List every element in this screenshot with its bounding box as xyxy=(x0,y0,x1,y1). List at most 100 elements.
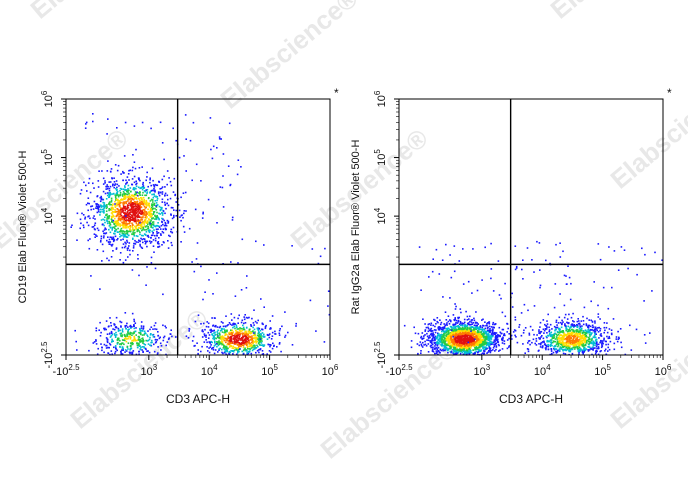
event-dot xyxy=(107,241,110,243)
event-dot xyxy=(430,341,433,343)
event-dot xyxy=(441,341,444,344)
event-dot xyxy=(250,352,253,355)
event-dot xyxy=(438,327,440,329)
event-dot xyxy=(135,183,137,186)
event-dot xyxy=(467,351,469,353)
event-dot xyxy=(117,210,120,213)
event-dot xyxy=(243,342,245,345)
event-dot xyxy=(105,205,108,207)
event-dot xyxy=(164,222,167,225)
event-dot xyxy=(103,343,106,346)
event-dot xyxy=(241,238,244,241)
event-dot xyxy=(126,193,129,196)
event-dot xyxy=(122,233,125,236)
event-dot xyxy=(436,351,438,354)
event-dot xyxy=(498,344,500,347)
event-dot xyxy=(227,324,229,326)
event-dot xyxy=(241,344,244,346)
event-dot xyxy=(435,323,437,325)
event-dot xyxy=(459,308,462,310)
event-dot xyxy=(482,324,484,327)
event-dot xyxy=(225,339,228,342)
event-dot xyxy=(134,193,137,196)
event-dot xyxy=(155,196,157,198)
event-dot xyxy=(149,336,151,339)
event-dot xyxy=(103,219,106,221)
event-dot xyxy=(161,193,164,195)
event-dot xyxy=(217,332,219,335)
event-dot xyxy=(474,330,476,333)
event-dot xyxy=(136,206,139,209)
event-dot xyxy=(480,334,483,336)
event-dot xyxy=(231,342,233,344)
event-dot xyxy=(153,193,155,195)
event-dot xyxy=(140,332,142,334)
event-dot xyxy=(211,341,213,344)
event-dot xyxy=(287,331,289,334)
event-dot xyxy=(482,345,484,348)
event-dot xyxy=(480,349,482,351)
event-dot xyxy=(278,343,281,345)
event-dot xyxy=(458,335,460,338)
event-dot xyxy=(207,326,210,328)
event-dot xyxy=(202,211,204,214)
event-dot xyxy=(147,339,150,342)
event-dot xyxy=(514,268,517,271)
event-dot xyxy=(442,339,445,342)
event-dot xyxy=(454,349,457,352)
event-dot xyxy=(111,341,113,343)
event-dot xyxy=(108,193,110,196)
event-dot xyxy=(578,352,580,354)
event-dot xyxy=(491,334,494,337)
event-dot xyxy=(257,329,260,332)
event-dot xyxy=(142,241,144,244)
event-dot xyxy=(464,339,467,342)
event-dot xyxy=(126,346,129,348)
event-dot xyxy=(227,165,230,167)
event-dot xyxy=(126,207,129,209)
event-dot xyxy=(527,340,530,342)
event-dot xyxy=(474,328,476,330)
event-dot xyxy=(162,336,165,339)
event-dot xyxy=(114,352,116,355)
event-dot xyxy=(136,191,138,194)
event-dot xyxy=(449,347,451,349)
event-dot xyxy=(131,194,133,197)
event-dot xyxy=(255,240,257,243)
event-dot xyxy=(248,351,251,353)
event-dot xyxy=(427,327,430,330)
event-dot xyxy=(137,213,139,216)
event-dot xyxy=(511,292,513,295)
event-dot xyxy=(99,200,102,203)
event-dot xyxy=(203,334,206,337)
event-dot xyxy=(212,334,214,337)
event-dot xyxy=(582,352,584,355)
event-dot xyxy=(440,328,443,331)
event-dot xyxy=(490,343,492,346)
event-dot xyxy=(271,335,274,337)
event-dot xyxy=(139,208,141,211)
event-dot xyxy=(145,199,148,202)
event-dot xyxy=(107,352,110,354)
event-dot xyxy=(259,340,262,342)
event-dot xyxy=(464,352,466,355)
event-dot xyxy=(150,127,152,130)
event-dot xyxy=(252,326,254,329)
event-dot xyxy=(458,349,461,352)
event-dot xyxy=(454,318,456,320)
event-dot xyxy=(139,222,141,224)
event-dot xyxy=(465,351,467,353)
event-dot xyxy=(582,323,585,326)
event-dot xyxy=(575,340,578,343)
event-dot xyxy=(154,322,157,324)
event-dot xyxy=(119,211,121,213)
event-dot xyxy=(490,277,492,280)
event-dot xyxy=(464,347,466,350)
event-dot xyxy=(148,221,151,224)
event-dot xyxy=(561,346,563,348)
event-dot xyxy=(485,335,487,338)
event-dot xyxy=(263,344,266,346)
event-dot xyxy=(433,334,435,336)
event-dot xyxy=(247,330,250,333)
x-tick-label: 105 xyxy=(261,363,278,378)
